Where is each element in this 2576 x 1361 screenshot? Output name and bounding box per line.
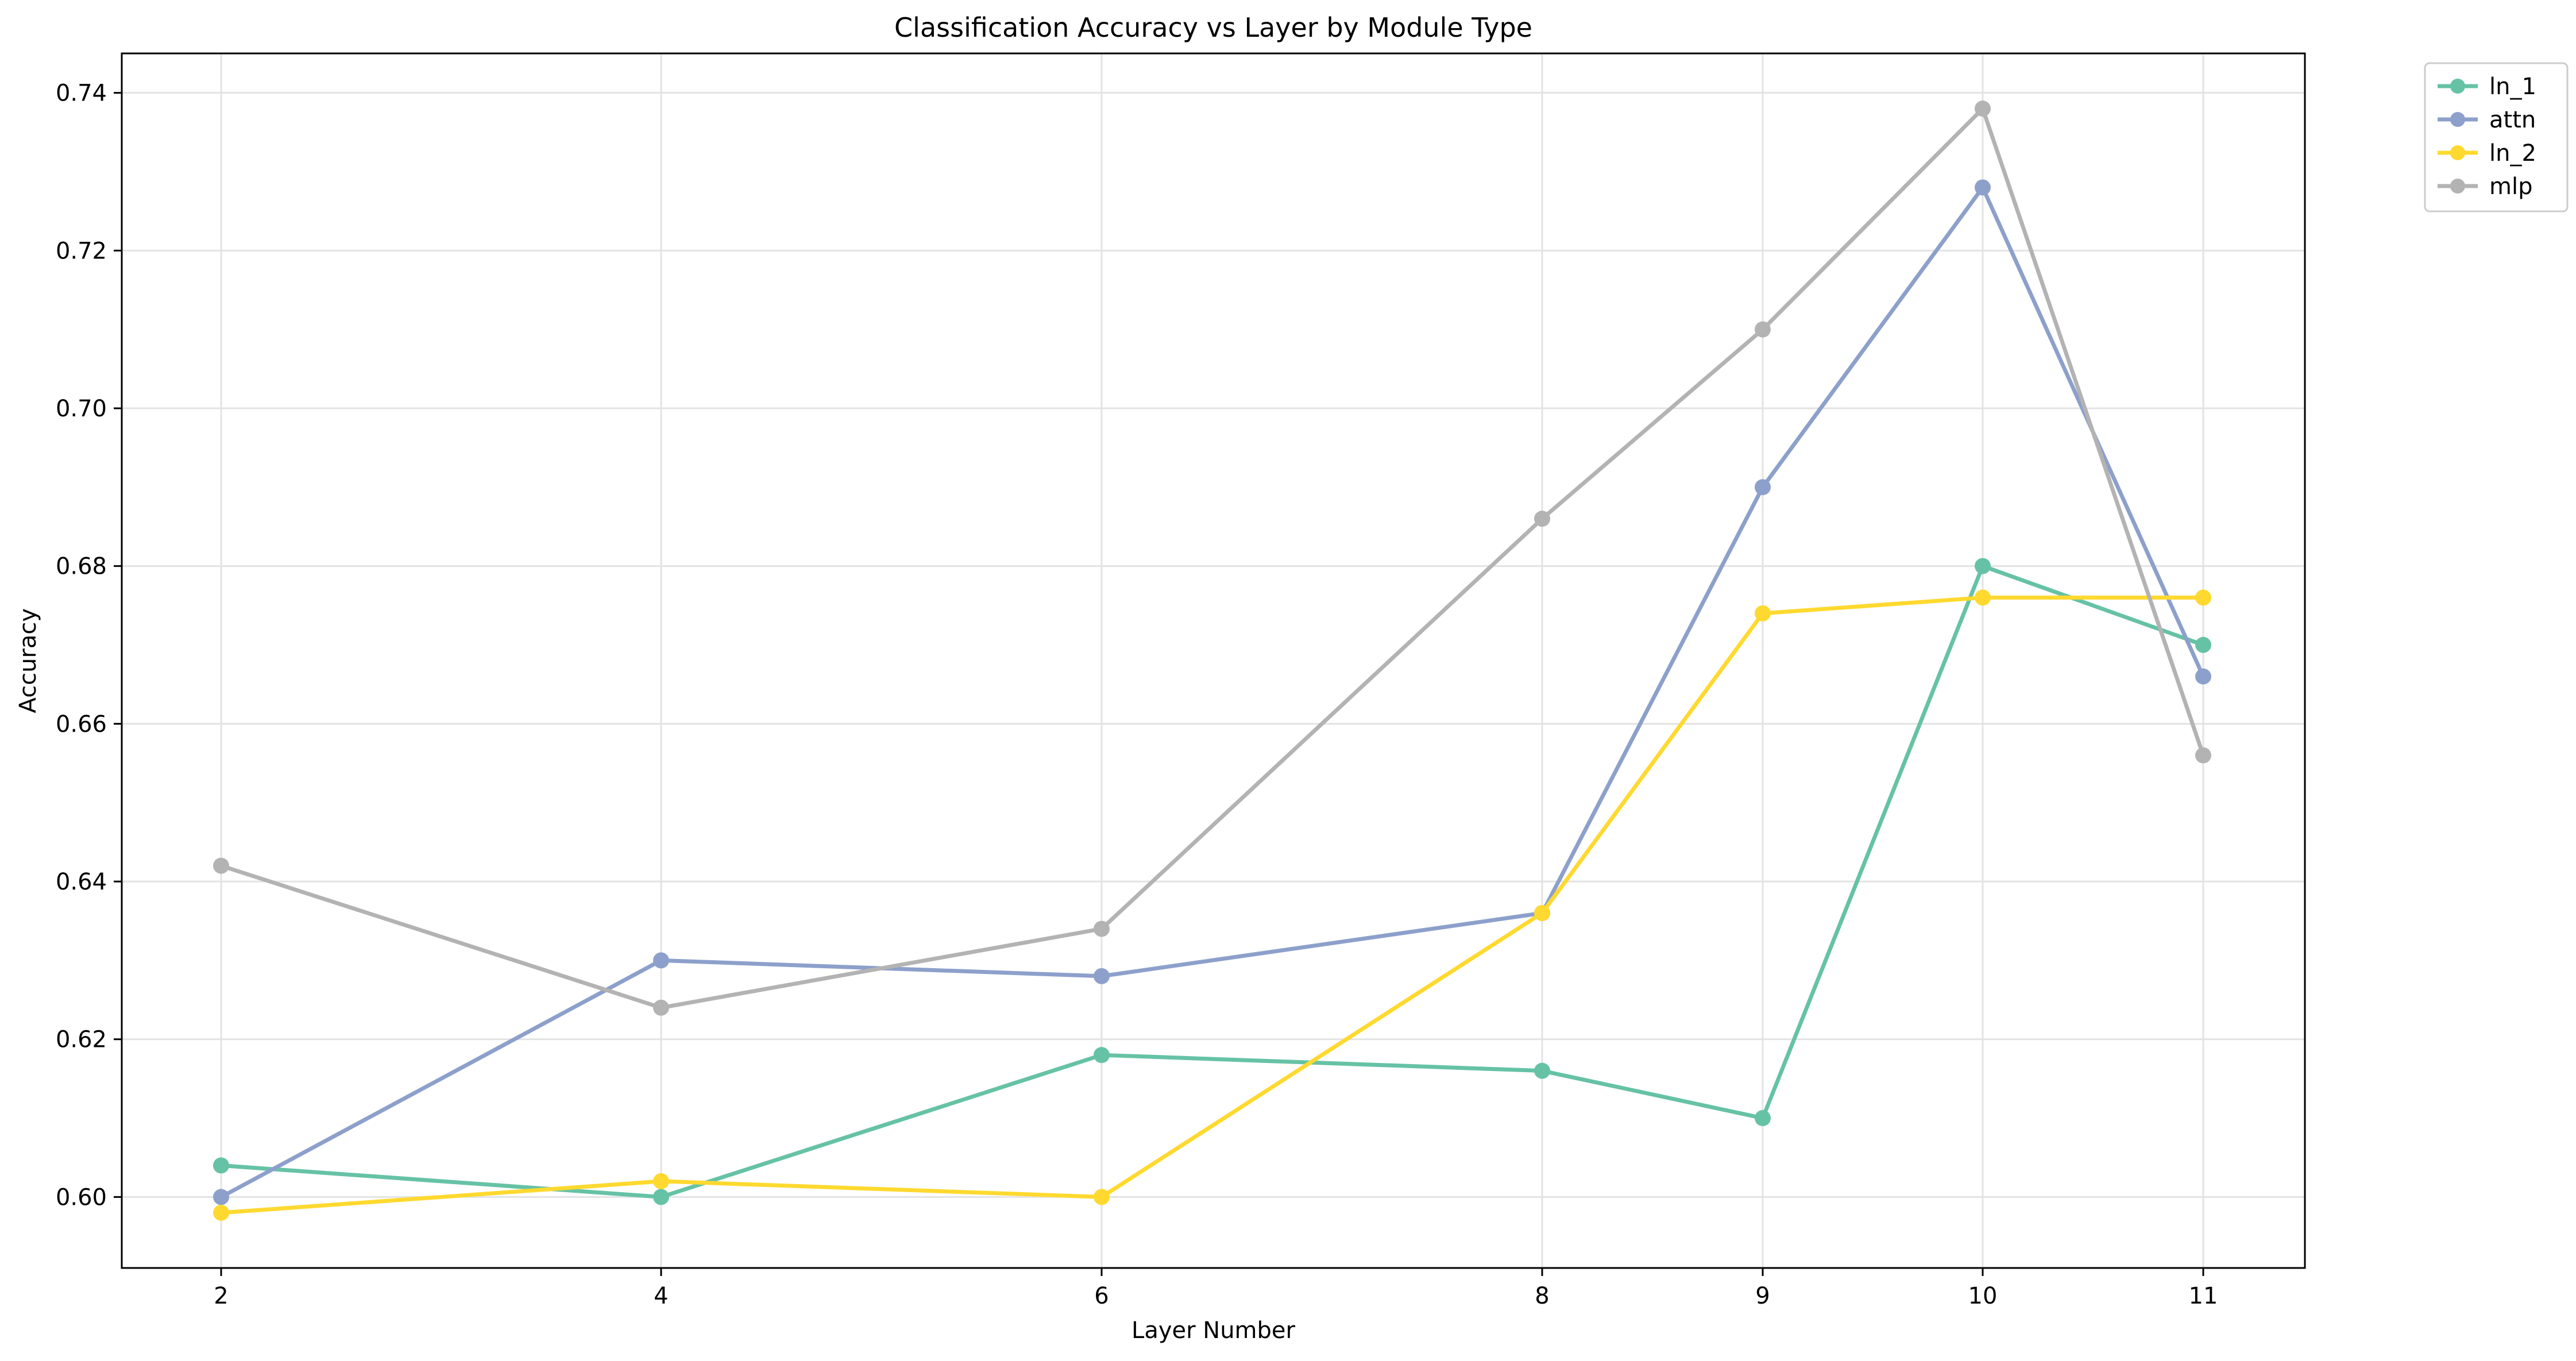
chart-title: Classification Accuracy vs Layer by Modu… <box>894 12 1532 43</box>
data-point-ln_1 <box>1975 558 1991 574</box>
series-group <box>213 100 2211 1221</box>
series-ln_1 <box>213 558 2211 1205</box>
legend-label: ln_2 <box>2489 140 2536 167</box>
data-point-mlp <box>213 857 229 874</box>
y-tick-label: 0.64 <box>56 869 107 895</box>
y-axis-label: Accuracy <box>15 608 41 713</box>
axes: 0.60 0.62 0.64 0.66 0.68 0.70 0.72 0.74 2 4 6 8 9 10 1… <box>56 80 2218 1309</box>
data-point-mlp <box>2195 747 2211 764</box>
data-point-mlp <box>1094 921 1110 937</box>
legend-label: attn <box>2489 107 2536 133</box>
data-point-attn <box>1094 968 1110 984</box>
data-point-attn <box>653 952 669 969</box>
series-ln_2 <box>213 589 2211 1221</box>
data-point-ln_2 <box>1755 605 1771 622</box>
data-point-ln_1 <box>1755 1110 1771 1127</box>
data-point-mlp <box>1975 100 1991 117</box>
data-point-attn <box>213 1189 229 1205</box>
data-point-mlp <box>1534 511 1550 527</box>
data-point-mlp <box>653 999 669 1016</box>
legend-item-ln_2: ln_2 <box>2438 140 2536 167</box>
y-tick-label: 0.74 <box>56 80 107 107</box>
series-mlp <box>213 100 2211 1016</box>
legend-swatch-marker <box>2450 145 2465 160</box>
data-point-ln_2 <box>1975 589 1991 606</box>
data-point-ln_2 <box>1534 904 1550 921</box>
legend-item-mlp: mlp <box>2438 173 2532 200</box>
x-axis-label: Layer Number <box>1131 1317 1295 1344</box>
legend-label: mlp <box>2489 173 2532 200</box>
data-point-ln_1 <box>653 1189 669 1205</box>
data-point-ln_1 <box>2195 637 2211 654</box>
data-point-attn <box>1975 179 1991 196</box>
legend-swatch-marker <box>2450 79 2465 94</box>
x-tick-label: 11 <box>2189 1283 2218 1309</box>
data-point-ln_1 <box>1534 1062 1550 1079</box>
data-point-mlp <box>1755 321 1771 338</box>
grid <box>122 53 2305 1268</box>
data-point-attn <box>1755 479 1771 496</box>
data-point-ln_2 <box>213 1204 229 1221</box>
legend-label: ln_1 <box>2489 74 2536 100</box>
y-tick-label: 0.72 <box>56 238 107 264</box>
data-point-attn <box>2195 668 2211 685</box>
y-tick-label: 0.60 <box>56 1184 107 1211</box>
legend-item-attn: attn <box>2438 107 2536 133</box>
legend-item-ln_1: ln_1 <box>2438 74 2536 100</box>
y-tick-label: 0.70 <box>56 396 107 422</box>
data-point-ln_2 <box>2195 589 2211 606</box>
x-tick-label: 9 <box>1755 1283 1770 1309</box>
y-tick-label: 0.66 <box>56 711 107 737</box>
x-tick-label: 6 <box>1094 1283 1109 1309</box>
legend-swatch-marker <box>2450 112 2465 127</box>
x-tick-label: 8 <box>1535 1283 1549 1309</box>
y-tick-label: 0.62 <box>56 1027 107 1053</box>
data-point-ln_2 <box>653 1173 669 1189</box>
legend-swatch-marker <box>2450 179 2465 194</box>
data-point-ln_2 <box>1094 1189 1110 1205</box>
plot-frame <box>121 52 2306 1269</box>
x-tick-label: 2 <box>214 1283 228 1309</box>
data-point-ln_1 <box>1094 1047 1110 1064</box>
legend-box <box>2424 62 2569 212</box>
x-tick-label: 4 <box>654 1283 668 1309</box>
x-tick-label: 10 <box>1968 1283 1998 1309</box>
data-point-ln_1 <box>213 1157 229 1174</box>
y-tick-label: 0.68 <box>56 554 107 580</box>
